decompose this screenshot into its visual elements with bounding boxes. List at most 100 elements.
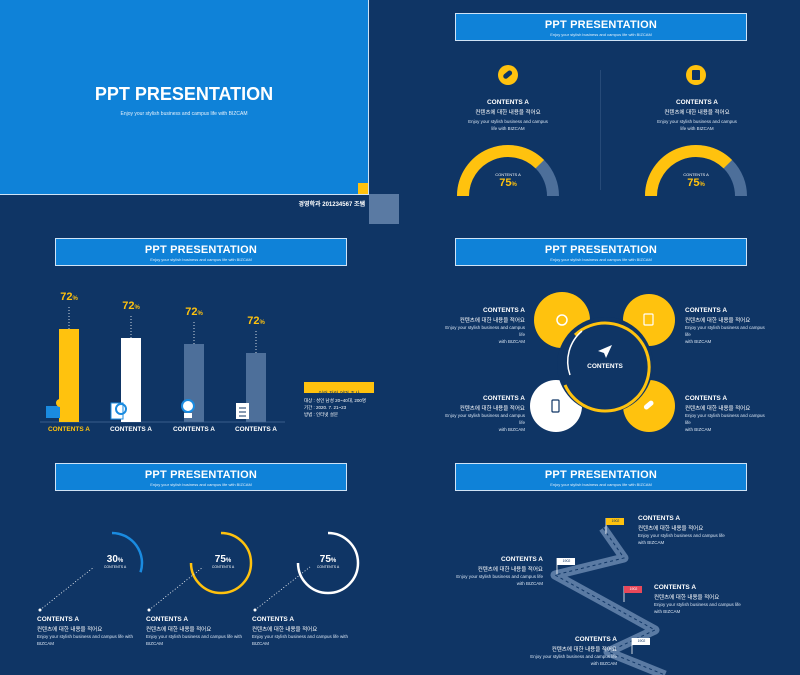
- road-graphics: [550, 518, 667, 675]
- bar-value: 72: [60, 291, 73, 303]
- gauge-arc-left: [457, 145, 559, 197]
- banner-title: PPT PRESENTATION: [544, 469, 658, 481]
- slide-banner: PPT PRESENTATION Enjoy your stylish busi…: [455, 13, 747, 41]
- item-label: CONTENTS A: [638, 515, 681, 522]
- flag-label-bottom: 1902: [637, 639, 646, 643]
- ring-leader-dot: [147, 608, 151, 612]
- item-label: CONTENTS A: [685, 307, 728, 314]
- ring-leader-dot: [253, 608, 257, 612]
- flag-label-top: 1902: [611, 519, 620, 523]
- item-ko: 컨텐츠에 대한 내용을 적어요: [37, 627, 103, 633]
- ring-leader: [254, 566, 311, 611]
- ring-arc: [296, 531, 360, 595]
- magnifier-document-icon: [110, 402, 127, 420]
- item-ko: 컨텐츠에 대한 내용을 적어요: [146, 627, 212, 633]
- ring-item-3: CONTENTS A 컨텐츠에 대한 내용을 적어요 Enjoy your st…: [252, 616, 362, 647]
- item-desc: with BIZCAM: [638, 540, 665, 545]
- ring-leader-dot: [38, 608, 42, 612]
- cycle-center-label: CONTENTS: [587, 363, 623, 370]
- checklist-icon: [236, 403, 249, 419]
- slide-banner: PPT PRESENTATION Enjoy your stylish busi…: [55, 238, 347, 266]
- cover-slide[interactable]: PPT PRESENTATION Enjoy your stylish busi…: [0, 0, 400, 225]
- ring-item-1: CONTENTS A 컨텐츠에 대한 내용을 적어요 Enjoy your st…: [37, 616, 147, 647]
- ring-item-2: CONTENTS A 컨텐츠에 대한 내용을 적어요 Enjoy your st…: [146, 616, 256, 647]
- bar-value: 72: [122, 300, 135, 312]
- item-desc: Enjoy your stylish business and campus l…: [252, 634, 349, 646]
- gauge-readout-right: CONTENTS A 75%: [666, 172, 726, 189]
- info-title-bar: 이런 저런 어떤 조사: [304, 382, 374, 397]
- cycle-ring-white: [566, 330, 583, 376]
- cover-blue-panel: [0, 0, 369, 195]
- info-line: 기간 : 2020. 7. 21~23: [304, 405, 347, 410]
- timeline-slide[interactable]: PPT PRESENTATION Enjoy your stylish busi…: [400, 450, 800, 675]
- bar: [121, 338, 141, 422]
- item-desc: Enjoy your stylish business and campus: [657, 119, 737, 124]
- item-ko: 컨텐츠에 대한 내용을 적어요: [685, 406, 751, 412]
- clipboard-icon: [692, 70, 700, 80]
- cycle-center-mask: [557, 317, 653, 413]
- bar: [59, 329, 79, 422]
- item-desc: life with BIZCAM: [680, 126, 714, 131]
- info-line: 대상 : 성인 남성 20~40대, 200명: [304, 398, 367, 403]
- gauge-small-label: CONTENTS A: [495, 172, 521, 177]
- ring-unit: %: [330, 558, 337, 564]
- info-lines: 대상 : 성인 남성 20~40대, 200명 기간 : 2020. 7. 21…: [304, 397, 394, 418]
- flag-label-left: 1902: [562, 559, 571, 563]
- ring-readout-1: 30% CONTENTS A: [95, 554, 135, 569]
- cycle-item-bottom-right: CONTENTS A 컨텐츠에 대한 내용을 적어요 Enjoy your st…: [685, 395, 770, 433]
- slide-banner: PPT PRESENTATION Enjoy your stylish busi…: [455, 238, 747, 266]
- item-label: CONTENTS A: [146, 616, 189, 623]
- bar-unit: %: [259, 320, 265, 326]
- bar-unit: %: [197, 311, 203, 317]
- gauge-value: 75: [687, 177, 700, 189]
- item-desc: with BIZCAM: [516, 581, 543, 586]
- item-label: CONTENTS A: [654, 584, 697, 591]
- ring-leader: [39, 566, 95, 611]
- gauge-small-label: CONTENTS A: [683, 172, 709, 177]
- ring-readout-3: 75% CONTENTS A: [308, 554, 348, 569]
- cycle-slide[interactable]: PPT PRESENTATION Enjoy your stylish busi…: [400, 225, 800, 450]
- timeline-item-4: CONTENTS A 컨텐츠에 대한 내용을 적어요 Enjoy your st…: [520, 636, 617, 667]
- cycle-item-top-left: CONTENTS A 컨텐츠에 대한 내용을 적어요 Enjoy your st…: [440, 307, 525, 345]
- item-desc: Enjoy your stylish business and campus l…: [146, 634, 243, 646]
- flag-left: [556, 558, 575, 574]
- ring-graphics: [38, 531, 360, 612]
- bar-slide[interactable]: PPT PRESENTATION Enjoy your stylish busi…: [0, 225, 400, 450]
- banner-subtitle: Enjoy your stylish business and campus l…: [550, 482, 652, 487]
- ring-small-label: CONTENTS A: [211, 565, 235, 569]
- item-label: CONTENTS A: [500, 556, 543, 563]
- cycle-item-bottom-left: CONTENTS A 컨텐츠에 대한 내용을 적어요 Enjoy your st…: [440, 395, 525, 433]
- gauge-item-left: CONTENTS A 컨텐츠에 대한 내용을 적어요 Enjoy your st…: [458, 99, 558, 132]
- ring-small-label: CONTENTS A: [103, 565, 127, 569]
- gauge-fill: [645, 145, 733, 197]
- timeline-item-3: CONTENTS A 컨텐츠에 대한 내용을 적어요 Enjoy your st…: [654, 584, 754, 615]
- phone-icon: [551, 399, 560, 413]
- gauge-slide[interactable]: PPT PRESENTATION Enjoy your stylish busi…: [400, 0, 800, 225]
- item-ko: 컨텐츠에 대한 내용을 적어요: [551, 647, 617, 653]
- flag-right: [623, 586, 642, 602]
- item-desc: with BIZCAM: [654, 609, 681, 614]
- bar-category-label: CONTENTS A: [109, 426, 152, 433]
- ring-small-label: CONTENTS A: [316, 565, 340, 569]
- slide-banner: PPT PRESENTATION Enjoy your stylish busi…: [55, 463, 347, 491]
- slide-banner: PPT PRESENTATION Enjoy your stylish busi…: [455, 463, 747, 491]
- ring-slide[interactable]: PPT PRESENTATION Enjoy your stylish busi…: [0, 450, 400, 675]
- item-ko: 컨텐츠에 대한 내용을 적어요: [654, 595, 720, 601]
- item-ko: 컨텐츠에 대한 내용을 적어요: [664, 110, 730, 116]
- column-divider: [600, 70, 601, 190]
- flag-label-right: 1902: [629, 587, 638, 591]
- item-ko: 컨텐츠에 대한 내용을 적어요: [638, 526, 704, 532]
- item-desc: Enjoy your stylish business and campus l…: [530, 654, 617, 659]
- banner-subtitle: Enjoy your stylish business and campus l…: [550, 32, 652, 37]
- item-desc: Enjoy your stylish business and campus l…: [685, 413, 765, 425]
- bar-unit: %: [134, 305, 140, 311]
- item-ko: 컨텐츠에 대한 내용을 적어요: [477, 567, 543, 573]
- item-label: CONTENTS A: [685, 395, 728, 402]
- item-label: CONTENTS A: [675, 99, 718, 106]
- item-ko: 컨텐츠에 대한 내용을 적어요: [685, 318, 751, 324]
- bar-category-label: CONTENTS A: [172, 426, 215, 433]
- item-desc: with BIZCAM: [685, 427, 712, 432]
- paper-plane-icon: [598, 345, 612, 358]
- coin-hand-icon: [46, 399, 64, 418]
